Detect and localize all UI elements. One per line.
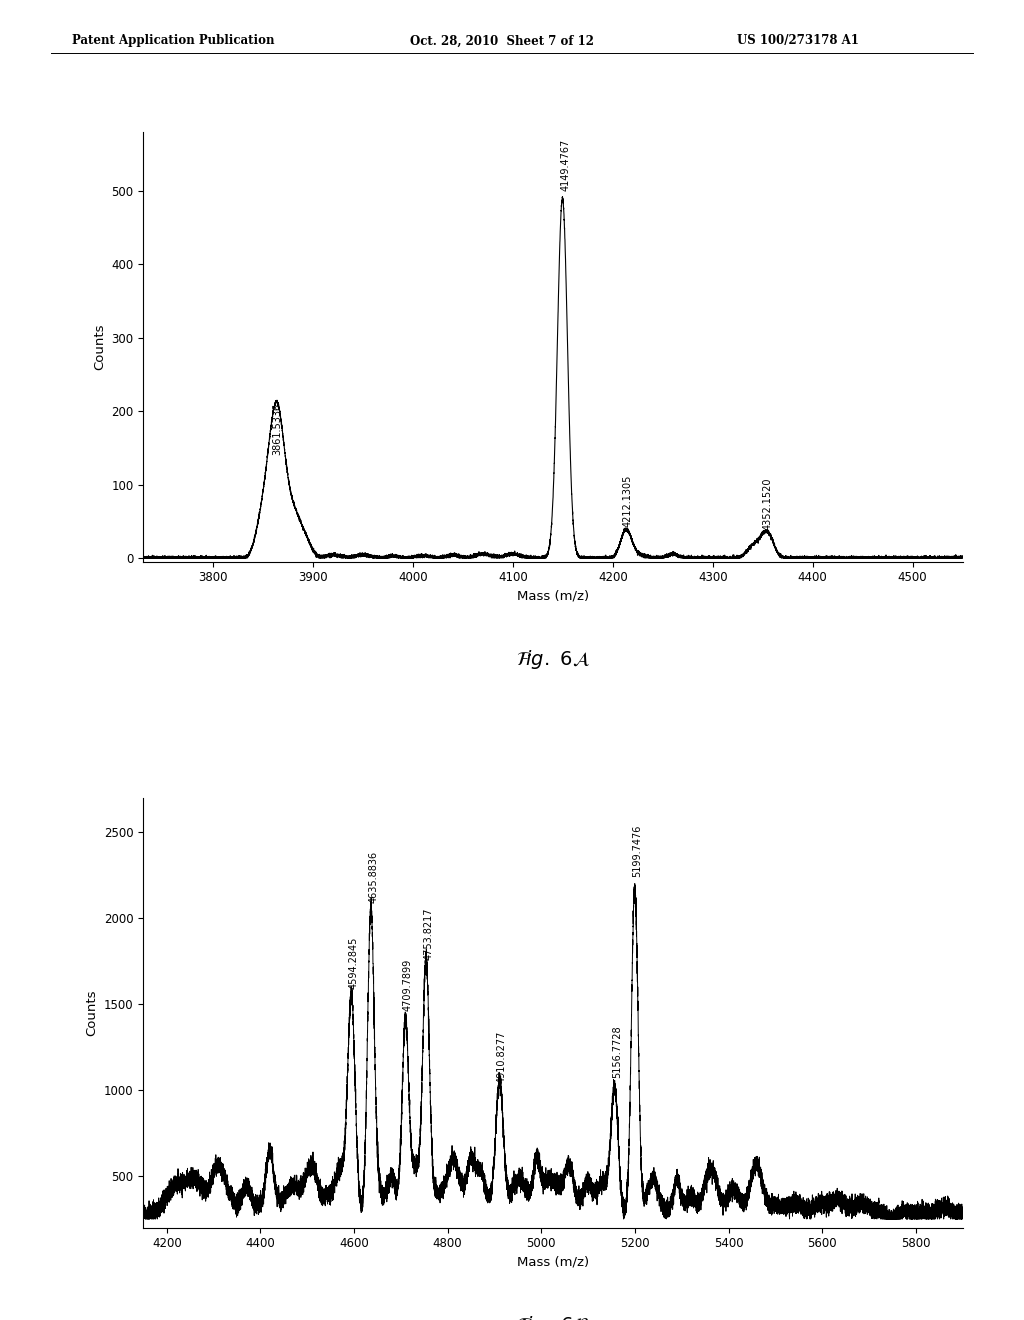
Text: 5156.7728: 5156.7728: [612, 1026, 622, 1078]
Text: 4149.4767: 4149.4767: [560, 139, 570, 191]
Text: 4212.1305: 4212.1305: [623, 475, 633, 527]
Y-axis label: Counts: Counts: [93, 323, 105, 370]
Text: $\mathcal{F}\!ig.\ 6\mathcal{A}$: $\mathcal{F}\!ig.\ 6\mathcal{A}$: [516, 648, 590, 671]
X-axis label: Mass (m/z): Mass (m/z): [517, 1255, 589, 1269]
Text: 4594.2845: 4594.2845: [349, 936, 358, 989]
Text: US 100/273178 A1: US 100/273178 A1: [737, 34, 859, 48]
Text: 4709.7899: 4709.7899: [402, 958, 413, 1011]
Text: Patent Application Publication: Patent Application Publication: [72, 34, 274, 48]
Text: 3861.5336: 3861.5336: [272, 403, 283, 455]
Text: 4753.8217: 4753.8217: [423, 907, 433, 960]
Text: 4910.8277: 4910.8277: [497, 1031, 507, 1084]
Text: Oct. 28, 2010  Sheet 7 of 12: Oct. 28, 2010 Sheet 7 of 12: [410, 34, 594, 48]
X-axis label: Mass (m/z): Mass (m/z): [517, 590, 589, 603]
Text: 4635.8836: 4635.8836: [369, 850, 378, 903]
Y-axis label: Counts: Counts: [85, 990, 98, 1036]
Text: 4352.1520: 4352.1520: [763, 478, 773, 531]
Text: $\mathcal{F}\!ig.\ 6\mathcal{B}$: $\mathcal{F}\!ig.\ 6\mathcal{B}$: [517, 1313, 589, 1320]
Text: 5199.7476: 5199.7476: [632, 825, 642, 876]
